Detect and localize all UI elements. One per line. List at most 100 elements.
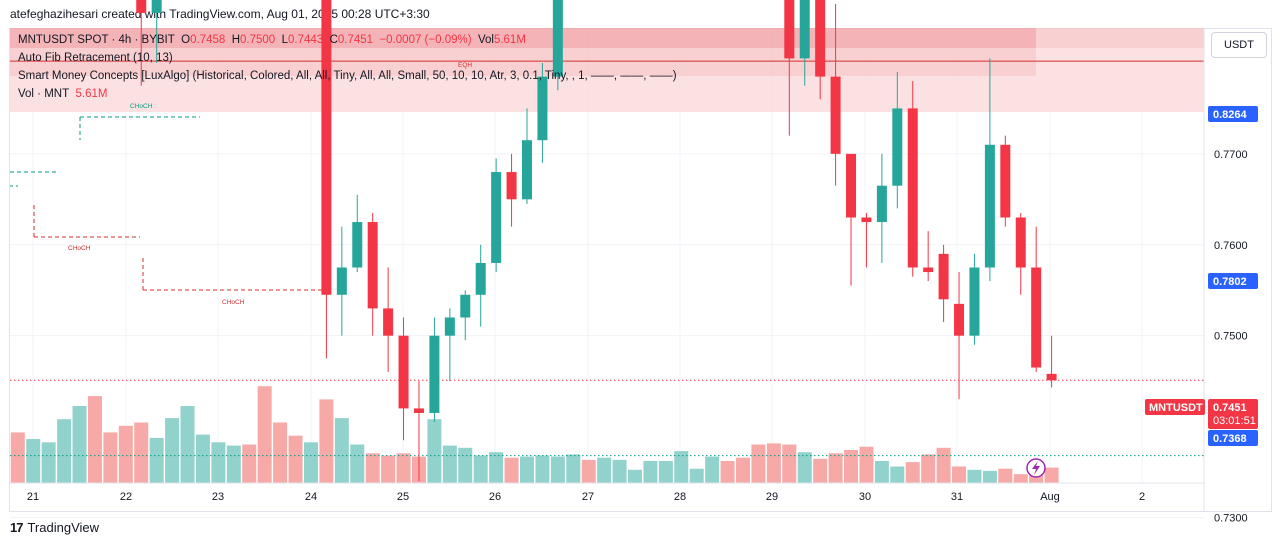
candle[interactable]	[1000, 144, 1011, 218]
candle[interactable]	[491, 172, 502, 263]
volume-bar	[982, 470, 997, 483]
candle[interactable]	[861, 217, 872, 223]
candle[interactable]	[799, 0, 810, 59]
candle[interactable]	[984, 144, 995, 268]
volume-bar	[57, 419, 72, 483]
legend-fib[interactable]: Auto Fib Retracement (10, 13)	[18, 52, 173, 64]
volume-bar	[319, 399, 334, 483]
price-tag-bg	[1208, 430, 1258, 446]
x-tick-label: 22	[120, 491, 132, 503]
candle[interactable]	[321, 0, 332, 295]
volume-bar	[751, 444, 766, 483]
legend-symbol[interactable]: MNTUSDT SPOT · 4h · BYBIT	[18, 34, 175, 46]
eqh-label: EQH	[458, 62, 472, 69]
candle[interactable]	[352, 222, 363, 268]
volume-bar	[1044, 467, 1059, 483]
volume-bar	[41, 442, 56, 483]
volume-bar	[149, 437, 164, 483]
tradingview-logo-icon: 17	[10, 520, 24, 535]
candle[interactable]	[892, 108, 903, 186]
candle[interactable]	[136, 0, 147, 13]
volume-bar	[1013, 474, 1028, 483]
volume-bar	[797, 452, 812, 483]
supply-zone	[10, 48, 1036, 76]
countdown-timer: 03:01:51	[1213, 415, 1256, 427]
volume-bar	[473, 455, 488, 483]
candle[interactable]	[151, 0, 162, 13]
candle[interactable]	[413, 408, 424, 413]
candle[interactable]	[336, 267, 347, 295]
volume-bar	[10, 432, 25, 483]
volume-bar	[134, 422, 149, 483]
volume-bar	[967, 469, 982, 483]
legend-low: 0.7443	[288, 34, 324, 46]
candle[interactable]	[506, 172, 517, 200]
volume-bar	[288, 435, 303, 483]
candle[interactable]	[398, 335, 409, 409]
price-tag-bg	[1208, 273, 1258, 289]
candle[interactable]	[815, 0, 826, 77]
price-tag-value: 0.8264	[1213, 109, 1248, 121]
volume-bar	[921, 454, 936, 483]
volume-bar	[72, 406, 87, 483]
volume-bar	[952, 466, 967, 483]
volume-bar	[643, 461, 658, 483]
legend-l-label: L	[281, 34, 288, 46]
volume-bar	[905, 462, 920, 483]
legend-close: 0.7451	[337, 34, 374, 46]
candle[interactable]	[367, 222, 378, 309]
candle[interactable]	[907, 108, 918, 268]
volume-bar	[813, 458, 828, 483]
tradingview-logo[interactable]: 17 TradingView	[10, 520, 99, 535]
candle[interactable]	[954, 303, 965, 336]
x-tick-label: 25	[397, 491, 409, 503]
candle[interactable]	[830, 76, 841, 154]
x-tick-label: 21	[27, 491, 39, 503]
price-tag-bg	[1208, 106, 1258, 122]
x-tick-label: 26	[489, 491, 501, 503]
volume-bar	[458, 447, 473, 483]
candle[interactable]	[460, 294, 471, 318]
x-tick-label: 28	[674, 491, 686, 503]
legend-smc[interactable]: Smart Money Concepts [LuxAlgo] (Historic…	[18, 70, 677, 82]
volume-bar	[350, 444, 365, 483]
volume-bar	[26, 439, 41, 483]
candle[interactable]	[429, 335, 440, 413]
candle[interactable]	[383, 308, 394, 336]
price-tag-value: 0.7368	[1213, 433, 1247, 445]
candle[interactable]	[938, 253, 949, 300]
candle[interactable]	[521, 140, 532, 200]
volume-bar	[165, 418, 180, 483]
candle[interactable]	[923, 267, 934, 273]
price-tag-bg	[1208, 399, 1258, 429]
price-tag: 0.7368	[1208, 430, 1258, 446]
volume-bar	[504, 457, 519, 483]
lightning-bolt-icon	[1032, 461, 1040, 475]
candle[interactable]	[846, 153, 857, 218]
candle[interactable]	[552, 0, 563, 77]
candle[interactable]	[444, 317, 455, 336]
volume-bar	[674, 451, 689, 483]
candle[interactable]	[876, 185, 887, 223]
volume-bar	[226, 445, 241, 483]
volume-bar	[705, 456, 720, 483]
volume-bar	[396, 453, 411, 483]
volume-bar	[597, 457, 612, 483]
x-tick-label: 24	[305, 491, 317, 503]
volume-bar	[859, 446, 874, 483]
candle[interactable]	[1046, 373, 1057, 381]
volume-bar	[535, 455, 550, 483]
candle[interactable]	[1031, 267, 1042, 368]
volume-bar	[519, 456, 534, 483]
candle[interactable]	[475, 262, 486, 295]
candle[interactable]	[537, 76, 548, 141]
candle[interactable]	[784, 0, 795, 59]
volume-bar	[828, 453, 843, 483]
premium-zone-extension	[1036, 48, 1204, 76]
candle[interactable]	[1015, 217, 1026, 268]
candle[interactable]	[969, 267, 980, 336]
currency-button[interactable]: USDT	[1211, 32, 1267, 58]
legend-vol-row[interactable]: Vol · MNT 5.61M	[18, 88, 107, 100]
x-tick-label: 23	[212, 491, 224, 503]
